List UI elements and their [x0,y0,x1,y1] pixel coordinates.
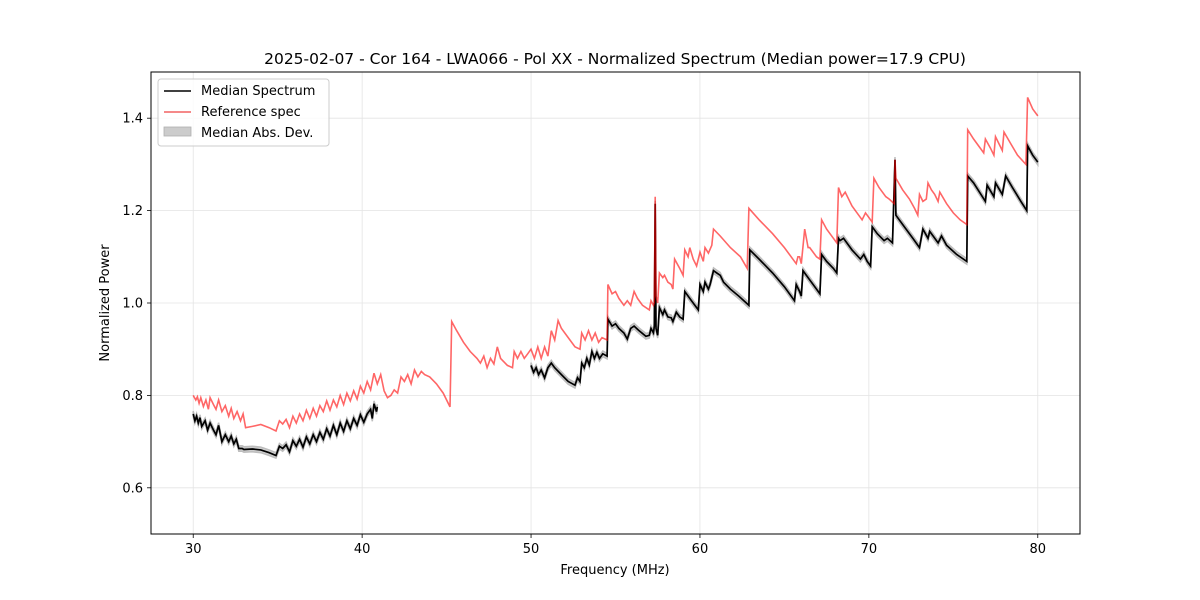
x-tick-label: 50 [523,542,540,557]
legend: Median Spectrum Reference spec Median Ab… [157,78,330,147]
x-tick-label: 60 [692,542,709,557]
x-tick-label: 70 [861,542,878,557]
y-tick-label: 1.4 [122,112,143,127]
x-tick-label: 80 [1029,542,1046,557]
y-tick-label: 1.2 [122,204,143,219]
x-tick-label: 30 [185,542,202,557]
legend-label-median-spectrum: Median Spectrum [201,84,315,99]
y-axis-label: Normalized Power [98,244,113,362]
chart-title: 2025-02-07 - Cor 164 - LWA066 - Pol XX -… [264,50,966,68]
legend-swatch-median-abs-dev [163,126,192,137]
legend-box [157,78,330,147]
legend-label-median-abs-dev: Median Abs. Dev. [201,126,313,141]
legend-label-reference-spec: Reference spec [201,105,301,120]
y-tick-label: 0.8 [122,389,143,404]
median-spectrum-line [530,142,1039,387]
reference-spec-line [192,97,1039,433]
x-tick-label: 40 [354,542,371,557]
y-tick-label: 1.0 [122,297,143,312]
y-tick-label: 0.6 [122,481,143,496]
y-axis: 0.6 0.8 1.0 1.2 1.4 [122,112,151,496]
x-axis: 30 40 50 60 70 80 [185,534,1046,557]
median-spectrum-line [192,403,379,457]
series-layer [192,97,1039,460]
grid [151,72,1080,534]
x-axis-label: Frequency (MHz) [560,563,669,578]
